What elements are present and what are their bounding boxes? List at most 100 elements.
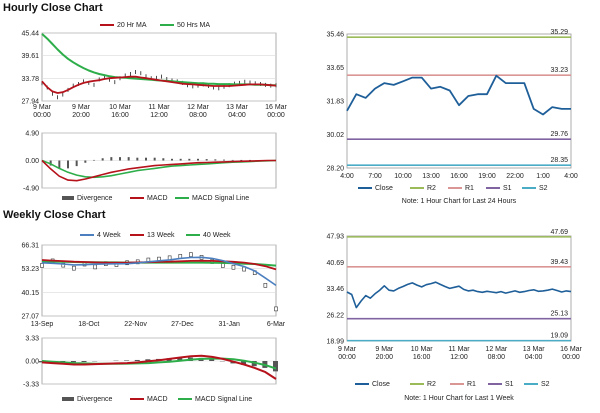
weekly1w-xlabel-1: 9 Mar 20:00: [375, 346, 394, 361]
weekly-candle-0: [40, 263, 44, 268]
weekly1w-r1-label: 39.43: [550, 259, 568, 266]
weekly-price-xlabel-1: 18-Oct: [78, 321, 99, 328]
weekly-price-y-tick-1: 53.23: [21, 266, 39, 273]
weekly-divergence-bar-3: [70, 361, 76, 363]
hourly-price-y-tick-3: 27.94: [21, 99, 39, 106]
weekly1w-note: Note: 1 Hour Chart for Last 1 Week: [404, 395, 514, 402]
weekly1w-xlabel-2: 10 Mar 16:00: [411, 346, 433, 361]
hourly-price-xlabel-0: 9 Mar 00:00: [33, 104, 52, 119]
weekly-candle-17: [221, 263, 225, 268]
weekly-legend-divergence-label: Divergence: [77, 396, 113, 403]
weekly1w-legend-close-label: Close: [372, 381, 390, 388]
hourly24-xlabel-0: 4:00: [340, 173, 354, 180]
hourly24-xlabel-8: 4:00: [564, 173, 578, 180]
hourly24-xlabel-6: 22:00: [506, 173, 524, 180]
weekly-candle-14: [189, 252, 193, 257]
weekly-section-title: Weekly Close Chart: [3, 209, 106, 221]
hourly-legend-divergence-label: Divergence: [77, 195, 113, 202]
weekly1w-s1-label: 25.13: [550, 311, 568, 318]
hourly24-r1-label: 33.23: [550, 67, 568, 74]
hourly-price-xlabel-4: 12 Mar 08:00: [187, 104, 209, 119]
hourly24-y-tick-1: 33.65: [326, 65, 344, 72]
hourly-macd-y-tick-0: 4.90: [25, 131, 39, 138]
weekly-divergence-bar-4: [81, 361, 87, 363]
hourly24-legend-r1-label: R1: [465, 185, 474, 192]
weekly1w-y-tick-3: 26.22: [326, 312, 344, 319]
weekly-ma4-line: [41, 256, 277, 287]
hourly24-xlabel-2: 10:00: [394, 173, 412, 180]
weekly1w-y-tick-4: 18.99: [326, 339, 344, 346]
weekly1w-y-tick-0: 47.93: [326, 234, 344, 241]
weekly-price-xlabel-2: 22-Nov: [124, 321, 147, 328]
hourly-price-xlabel-2: 10 Mar 16:00: [109, 104, 131, 119]
weekly-divergence-bar-9: [134, 359, 140, 361]
weekly-divergence-bar-19: [241, 361, 247, 365]
hourly24-note: Note: 1 Hour Chart for Last 24 Hours: [402, 198, 517, 205]
weekly1w-xlabel-4: 12 Mar 08:00: [485, 346, 507, 361]
hourly24-frame: [346, 33, 572, 169]
hourly24-legend-s1-label: S1: [503, 185, 512, 192]
hourly24-xlabel-7: 1:00: [536, 173, 550, 180]
hourly-ma20-line: [41, 75, 277, 94]
weekly-price-xlabel-0: 13-Sep: [31, 321, 54, 328]
weekly-macd-y-tick-0: 3.33: [25, 336, 39, 343]
weekly1w-legend-s1-label: S1: [505, 381, 514, 388]
hourly-legend-divergence-swatch: [62, 196, 74, 200]
weekly1w-y-tick-1: 40.69: [326, 260, 344, 267]
weekly-divergence-bar-8: [124, 360, 130, 361]
weekly-price-y-tick-2: 40.15: [21, 290, 39, 297]
weekly-price-y-tick-3: 27.07: [21, 314, 39, 321]
weekly-legend-4week-label: 4 Week: [97, 232, 121, 239]
hourly-price-xlabel-3: 11 Mar 12:00: [148, 104, 170, 119]
weekly-divergence-bar-10: [145, 359, 151, 361]
hourly-macd-y-tick-2: -4.90: [23, 186, 39, 193]
hourly24-xlabel-5: 19:00: [478, 173, 496, 180]
weekly-candle-3: [72, 265, 76, 271]
hourly-price-y-tick-0: 45.44: [21, 31, 39, 38]
hourly-ma50-line: [41, 33, 276, 87]
hourly-legend-50hr-label: 50 Hrs MA: [177, 22, 210, 29]
hourly24-legend-r2-label: R2: [427, 185, 436, 192]
weekly-legend-signal-label: MACD Signal Line: [195, 396, 252, 403]
hourly-legend-20hr-label: 20 Hr MA: [117, 22, 147, 29]
hourly24-s2-label: 28.35: [550, 157, 568, 164]
weekly-price-frame: [41, 244, 277, 317]
weekly-legend-13week-label: 13 Week: [147, 232, 175, 239]
weekly1w-legend-s2-label: S2: [541, 381, 550, 388]
weekly1w-xlabel-3: 11 Mar 12:00: [448, 346, 470, 361]
hourly24-xlabel-4: 16:00: [450, 173, 468, 180]
hourly24-legend-close-label: Close: [375, 185, 393, 192]
weekly-price-xlabel-5: 6-Mar: [267, 321, 286, 328]
hourly24-y-tick-2: 31.83: [326, 99, 344, 106]
weekly-legend-40week-label: 40 Week: [203, 232, 231, 239]
hourly-legend-macd-label: MACD: [147, 195, 168, 202]
hourly24-legend-s2-label: S2: [539, 185, 548, 192]
weekly-ma13-line: [41, 259, 277, 271]
weekly-candle-22: [274, 306, 278, 312]
hourly-macd-y-tick-1: 0.00: [25, 158, 39, 165]
hourly-price-frame: [41, 32, 277, 102]
hourly24-y-tick-4: 28.20: [326, 166, 344, 173]
weekly1w-xlabel-6: 16 Mar 00:00: [560, 346, 582, 361]
weekly-macd-y-tick-2: -3.33: [23, 382, 39, 389]
weekly-legend-macd-label: MACD: [147, 396, 168, 403]
weekly-divergence-bar-13: [177, 357, 183, 361]
weekly-macd-line: [41, 354, 277, 380]
weekly-price-y-tick-0: 66.31: [21, 243, 39, 250]
hourly-price-y-tick-2: 33.78: [21, 76, 39, 83]
hourly24-close-line: [346, 74, 571, 116]
hourly-section-title: Hourly Close Chart: [3, 2, 103, 14]
hourly24-s1-label: 29.76: [550, 131, 568, 138]
hourly-price-y-tick-1: 39.61: [21, 53, 39, 60]
weekly-divergence-bar-16: [209, 359, 215, 361]
hourly24-y-tick-3: 30.02: [326, 132, 344, 139]
hourly-macd-line: [41, 159, 276, 182]
weekly1w-s2-label: 19.09: [550, 333, 568, 340]
weekly-candle-18: [231, 264, 236, 270]
weekly-candle-2: [61, 262, 66, 268]
hourly-price-xlabel-1: 9 Mar 20:00: [72, 104, 91, 119]
hourly24-xlabel-3: 13:00: [422, 173, 440, 180]
hourly24-r2-label: 35.29: [550, 29, 568, 36]
weekly1w-xlabel-0: 9 Mar 00:00: [338, 346, 357, 361]
